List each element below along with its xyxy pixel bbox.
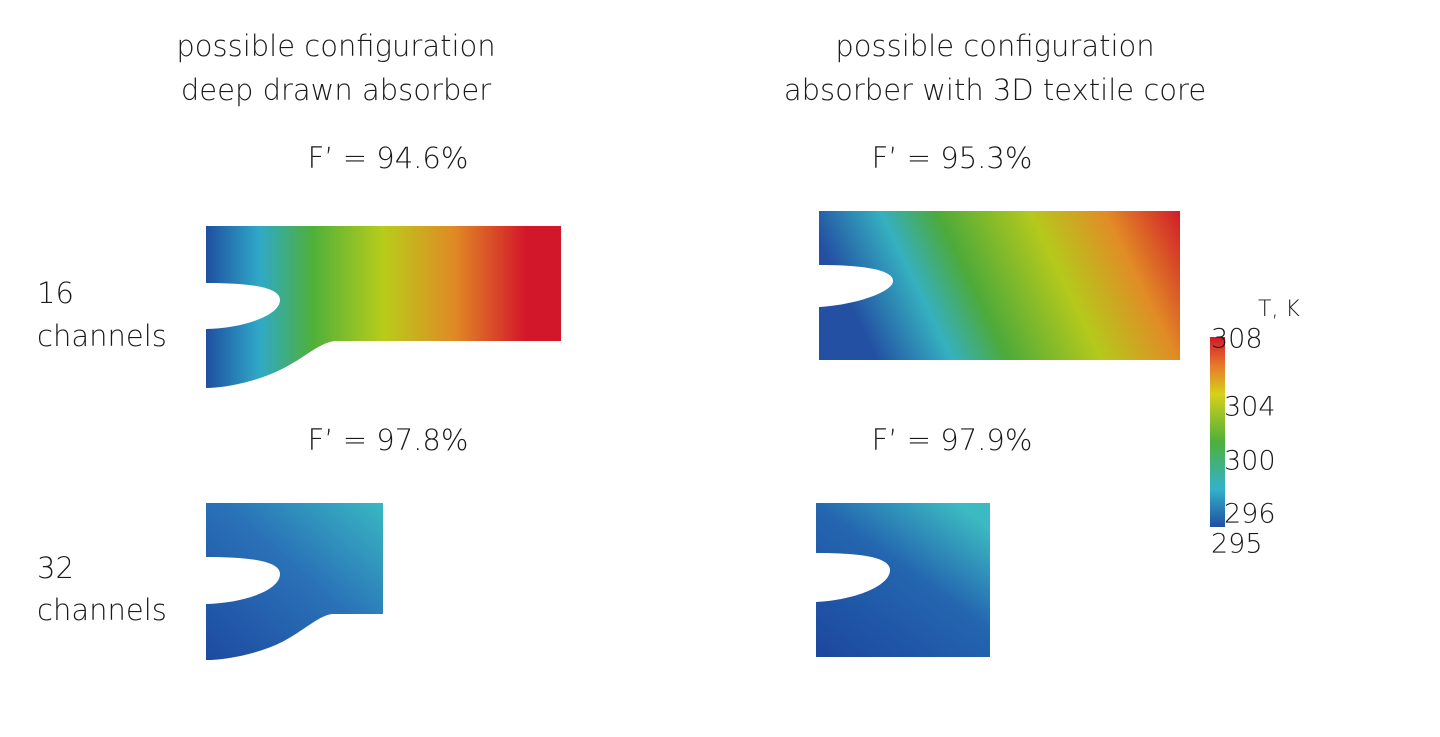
column-title: possible configuration [835, 29, 1154, 63]
column-subtitle: deep drawn absorber [181, 73, 491, 107]
colorbar-title: T, K [1258, 297, 1300, 322]
efficiency: F’ = 97.9% [872, 423, 1033, 457]
colorbar-tick-label: 296 [1224, 499, 1276, 530]
absorber-field [816, 503, 990, 657]
colorbar-tick-label: 304 [1224, 392, 1276, 423]
absorber-field [206, 226, 561, 388]
efficiency: F’ = 94.6% [308, 141, 469, 175]
colorbar [1210, 337, 1225, 527]
row-unit: channels [37, 319, 167, 353]
colorbar-tick-label: 300 [1224, 446, 1276, 477]
row-unit: channels [37, 593, 167, 627]
colorbar-tick-label: 308 [1211, 324, 1263, 355]
absorber-field [819, 211, 1180, 360]
column-subtitle: absorber with 3D textile core [784, 73, 1206, 107]
row-count: 32 [37, 551, 74, 585]
colorbar-tick-label: 295 [1211, 529, 1263, 560]
efficiency: F’ = 97.8% [308, 423, 469, 457]
absorber-field [206, 503, 383, 660]
efficiency: F’ = 95.3% [872, 141, 1033, 175]
column-title: possible configuration [176, 29, 495, 63]
row-count: 16 [37, 276, 74, 310]
